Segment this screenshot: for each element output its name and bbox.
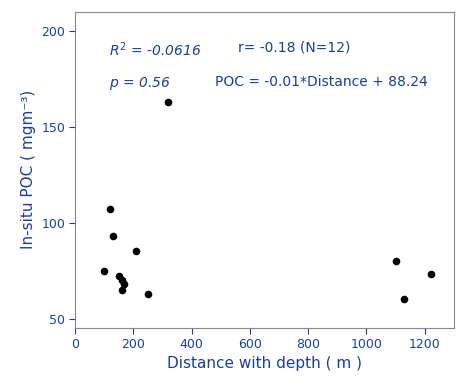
Y-axis label: In-situ POC ( mgm⁻³): In-situ POC ( mgm⁻³) [21, 90, 36, 249]
Point [106, 206, 114, 212]
Point [100, 267, 108, 274]
Point [118, 287, 125, 293]
Point [115, 273, 122, 279]
Point [427, 271, 434, 278]
Point [132, 248, 140, 254]
Text: POC = -0.01*Distance + 88.24: POC = -0.01*Distance + 88.24 [215, 75, 428, 89]
Point [121, 281, 128, 287]
Text: $p$ = 0.56: $p$ = 0.56 [109, 75, 170, 92]
Text: $R^2$ = -0.0616: $R^2$ = -0.0616 [109, 40, 202, 59]
Point [144, 291, 152, 297]
Point [109, 233, 117, 239]
Text: r= -0.18 (N=12): r= -0.18 (N=12) [238, 40, 350, 54]
X-axis label: Distance with depth ( m ): Distance with depth ( m ) [167, 356, 362, 371]
Point [164, 99, 172, 105]
Point [392, 258, 399, 264]
Point [118, 277, 125, 283]
Point [401, 296, 408, 302]
